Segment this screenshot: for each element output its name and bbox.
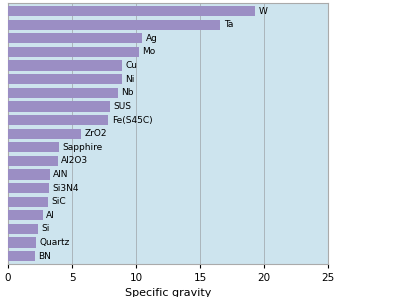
Bar [8, 115, 108, 125]
Text: W: W [258, 7, 267, 16]
X-axis label: Specific gravity: Specific gravity [125, 287, 211, 297]
Text: Fe(S45C): Fe(S45C) [112, 116, 152, 124]
Bar [8, 169, 50, 180]
Bar [8, 251, 35, 261]
Text: BN: BN [38, 252, 51, 261]
Text: Nb: Nb [121, 88, 134, 97]
Text: Ta: Ta [224, 20, 233, 29]
Text: Ni: Ni [125, 75, 134, 84]
Text: Sapphire: Sapphire [62, 143, 102, 152]
Bar [8, 88, 118, 98]
Bar [8, 237, 36, 248]
Bar [8, 142, 59, 152]
Bar [8, 210, 42, 220]
Text: SUS: SUS [114, 102, 132, 111]
Bar [8, 20, 220, 30]
Bar [8, 129, 81, 139]
Text: Al2O3: Al2O3 [61, 157, 88, 165]
Text: Ag: Ag [146, 34, 158, 43]
Bar [8, 6, 255, 16]
Bar [8, 33, 142, 43]
Text: ZrO2: ZrO2 [84, 129, 107, 138]
Text: Si3N4: Si3N4 [52, 184, 79, 192]
Bar [8, 156, 58, 166]
Text: Si: Si [41, 225, 49, 233]
Text: Quartz: Quartz [39, 238, 70, 247]
Bar [8, 74, 122, 84]
Bar [8, 197, 48, 207]
Bar [8, 101, 110, 112]
Bar [8, 224, 38, 234]
Text: Al: Al [46, 211, 54, 220]
Text: Cu: Cu [125, 61, 137, 70]
Text: AlN: AlN [53, 170, 68, 179]
Text: SiC: SiC [52, 197, 66, 206]
Bar [8, 61, 122, 71]
Text: Mo: Mo [142, 48, 155, 56]
Bar [8, 183, 49, 193]
Bar [8, 47, 138, 57]
